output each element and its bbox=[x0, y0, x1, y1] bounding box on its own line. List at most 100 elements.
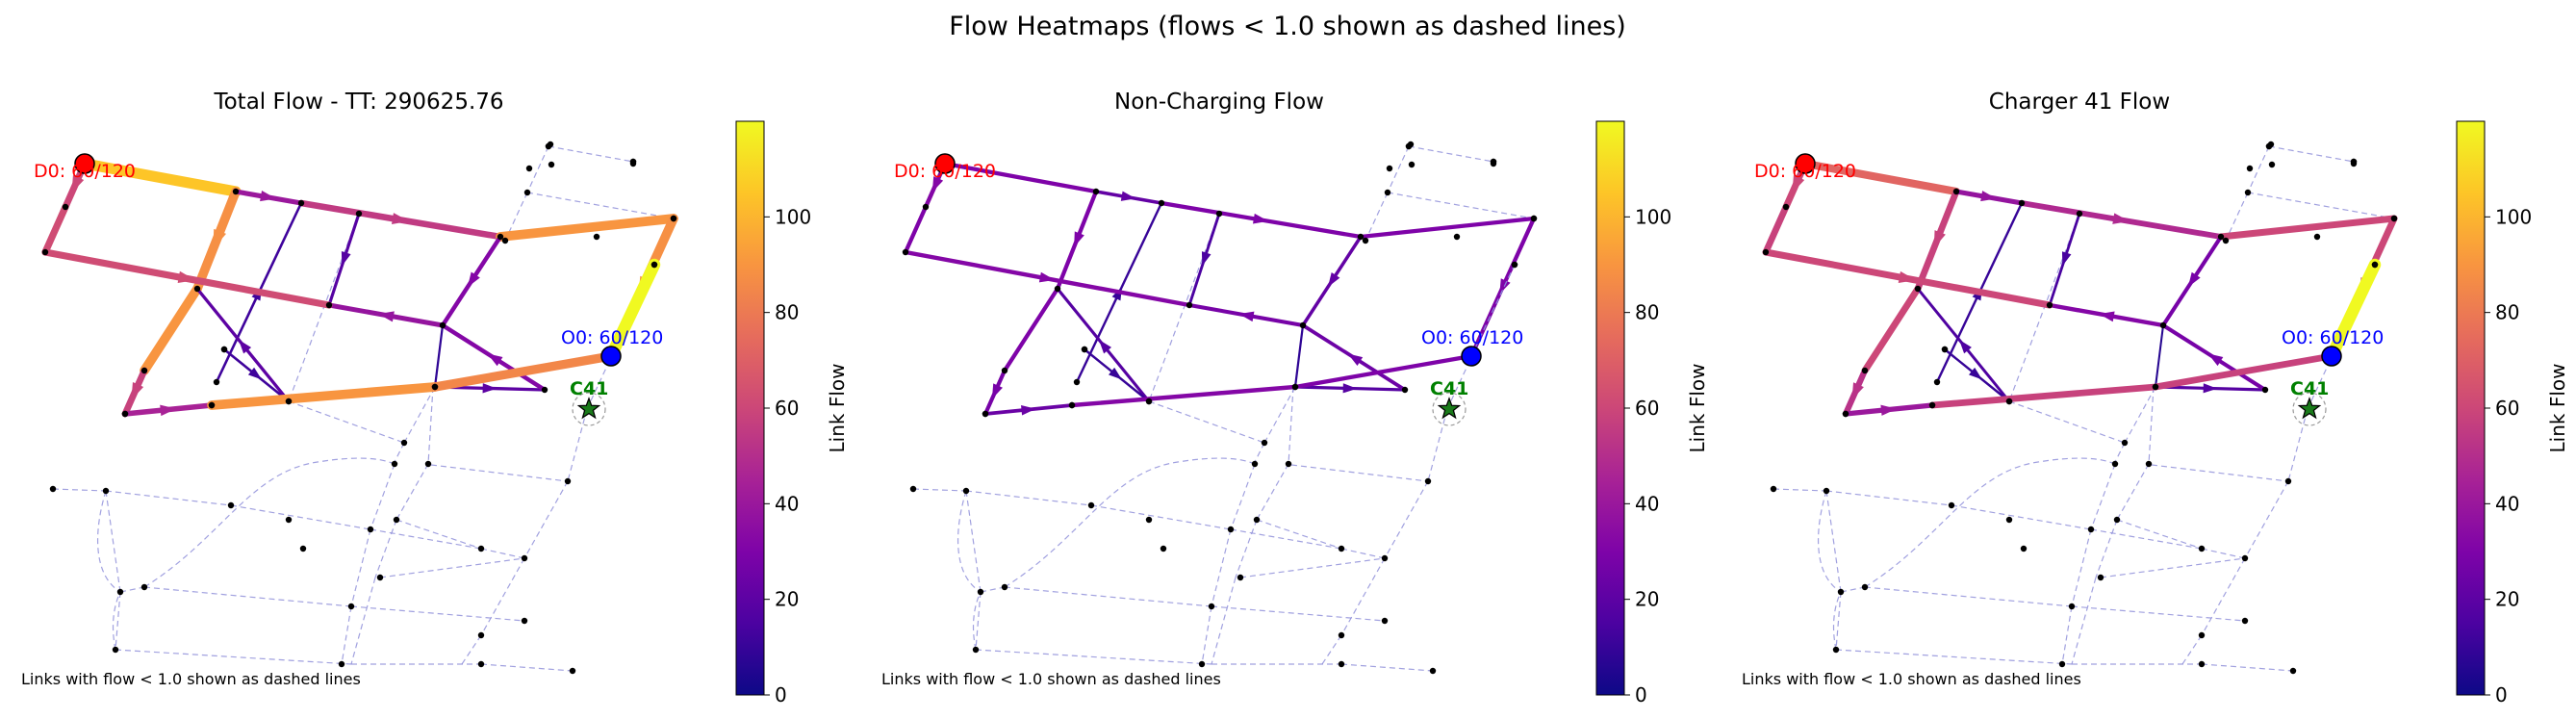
dashed-note: Links with flow < 1.0 shown as dashed li… bbox=[21, 670, 361, 688]
node bbox=[1054, 285, 1061, 293]
charger-star-icon bbox=[1437, 397, 1462, 420]
node bbox=[2113, 516, 2121, 524]
dashed-link bbox=[97, 490, 121, 593]
link-arrow bbox=[71, 174, 85, 193]
node bbox=[1842, 410, 1849, 418]
dashed-link bbox=[2071, 528, 2092, 607]
charger-label: C41 bbox=[2290, 378, 2329, 399]
panel-charger-41-flow: Charger 41 Flow D0: 60/120 O0: 60/120 C41 Li… bbox=[1742, 90, 2569, 706]
link-S bbox=[1293, 323, 1305, 389]
node bbox=[213, 378, 220, 386]
node bbox=[650, 261, 658, 269]
dashed-link bbox=[350, 528, 371, 607]
node bbox=[922, 203, 930, 211]
link-E bbox=[140, 284, 202, 375]
dashed-link bbox=[1427, 408, 1448, 482]
node bbox=[962, 487, 970, 495]
dashed-link bbox=[1211, 577, 1237, 665]
node bbox=[629, 158, 637, 166]
colorbar-tick-label: 40 bbox=[1635, 492, 1659, 515]
node bbox=[2268, 161, 2276, 168]
link-arrow bbox=[177, 270, 196, 283]
node bbox=[2111, 460, 2119, 468]
dashed-link bbox=[1321, 634, 1342, 665]
link-arrow bbox=[1898, 270, 1917, 283]
charger-star-icon bbox=[2297, 397, 2322, 420]
node bbox=[2145, 460, 2153, 468]
link-arrow bbox=[1969, 367, 1982, 380]
node bbox=[1338, 545, 1345, 552]
dashed-link bbox=[1288, 386, 1294, 465]
node bbox=[1837, 588, 1845, 596]
dashed-link bbox=[1773, 488, 1827, 492]
link-A bbox=[79, 158, 242, 197]
node bbox=[1453, 233, 1461, 241]
dashed-link bbox=[119, 586, 145, 593]
node bbox=[2246, 165, 2254, 172]
dashed-link bbox=[52, 488, 107, 492]
link-arrow bbox=[1792, 174, 1805, 193]
node bbox=[2289, 667, 2297, 675]
node bbox=[2390, 215, 2398, 222]
node bbox=[1401, 386, 1409, 394]
link-E bbox=[1002, 286, 1060, 373]
link-C bbox=[1762, 203, 1790, 256]
node bbox=[1861, 367, 1869, 374]
origin-marker bbox=[2321, 346, 2342, 367]
dashed-link bbox=[2201, 548, 2246, 559]
charger-label: C41 bbox=[1430, 378, 1468, 399]
dashed-link bbox=[523, 480, 569, 559]
dashed-link bbox=[1864, 586, 2073, 607]
node bbox=[2159, 321, 2167, 329]
colorbar-tick-label: 20 bbox=[1635, 588, 1659, 611]
node bbox=[285, 398, 293, 405]
link-arrow bbox=[1933, 230, 1946, 248]
dashed-link bbox=[1387, 192, 1535, 219]
dashed-link bbox=[350, 605, 525, 622]
destination-marker bbox=[934, 153, 956, 174]
node bbox=[193, 285, 201, 293]
node bbox=[1237, 574, 1244, 581]
dashed-link bbox=[370, 463, 395, 530]
node bbox=[49, 485, 57, 493]
link-C bbox=[903, 204, 929, 255]
dashed-link bbox=[1290, 464, 1429, 482]
node bbox=[1215, 210, 1223, 218]
node bbox=[325, 301, 333, 309]
link-arrow bbox=[1120, 191, 1136, 201]
panel-total-flow: Total Flow - TT: 290625.76 D0: 60/120 O0: … bbox=[21, 90, 849, 706]
panel-title: Total Flow - TT: 290625.76 bbox=[213, 90, 503, 115]
link-arrow bbox=[247, 367, 262, 380]
dashed-link bbox=[403, 386, 436, 444]
node bbox=[1386, 165, 1393, 172]
node bbox=[1762, 248, 1770, 256]
colorbar-gradient bbox=[735, 120, 765, 696]
node bbox=[297, 199, 305, 207]
node bbox=[545, 142, 552, 150]
node bbox=[2005, 398, 2013, 405]
link-W bbox=[1292, 353, 1474, 390]
node bbox=[1914, 285, 1922, 293]
node bbox=[1145, 398, 1153, 405]
dashed-link bbox=[1384, 480, 1429, 559]
dashed-link bbox=[526, 192, 675, 219]
dashed-link bbox=[1235, 519, 1258, 578]
node bbox=[1087, 501, 1095, 509]
node bbox=[2261, 386, 2269, 394]
link-arrow bbox=[1109, 367, 1122, 380]
dashed-link bbox=[1211, 605, 1386, 622]
dashed-link bbox=[1340, 548, 1386, 559]
dashed-note: Links with flow < 1.0 shown as dashed li… bbox=[881, 670, 1221, 688]
node bbox=[2152, 383, 2159, 391]
link-arrow bbox=[2112, 213, 2130, 224]
colorbar-tick-label: 100 bbox=[1635, 205, 1671, 228]
dashed-link bbox=[526, 145, 549, 193]
link-arrow bbox=[991, 383, 1003, 399]
link-arrow bbox=[1327, 271, 1340, 288]
link-arrow bbox=[1958, 339, 1972, 354]
dashed-link bbox=[1211, 528, 1232, 607]
node bbox=[1208, 603, 1215, 610]
link-arrow bbox=[2061, 251, 2072, 267]
link-arrow bbox=[2207, 353, 2224, 367]
